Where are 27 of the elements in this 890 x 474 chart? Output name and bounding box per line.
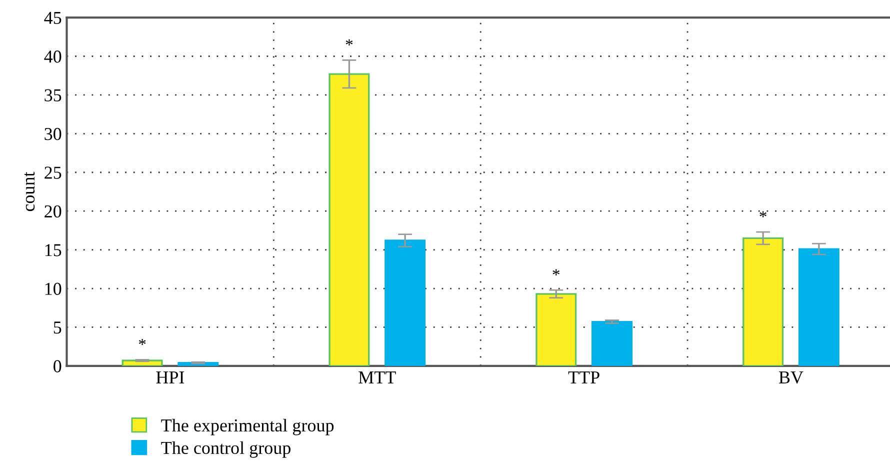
y-tick-label: 15 [45, 244, 62, 256]
y-tick-label: 30 [44, 128, 62, 140]
y-tick-label: 5 [54, 322, 62, 334]
annotation: * [552, 269, 560, 276]
bar [798, 248, 840, 366]
annotation: * [760, 211, 766, 218]
bar [384, 240, 426, 366]
x-tick-label: HPI [156, 371, 184, 384]
x-tick-label: BV [778, 371, 804, 384]
y-tick-label: 45 [44, 12, 62, 24]
legend-label: The control group [161, 441, 290, 458]
x-tick-label: MTT [358, 371, 396, 384]
y-tick-label: 35 [44, 89, 62, 102]
y-axis-title: count [24, 172, 35, 212]
y-tick-label: 40 [44, 50, 62, 63]
y-tick-label: 10 [45, 282, 62, 295]
y-tick-label: 25 [44, 166, 62, 179]
bar [742, 237, 784, 366]
annotation: * [346, 39, 353, 46]
x-tick-label: TTP [568, 371, 600, 384]
annotation: * [138, 338, 146, 346]
y-tick-label: 20 [44, 205, 62, 218]
bar [536, 293, 577, 366]
legend-label: The experimental group [161, 418, 334, 436]
y-tick-label: 0 [54, 360, 62, 372]
bar [592, 320, 632, 366]
bar [328, 73, 370, 366]
